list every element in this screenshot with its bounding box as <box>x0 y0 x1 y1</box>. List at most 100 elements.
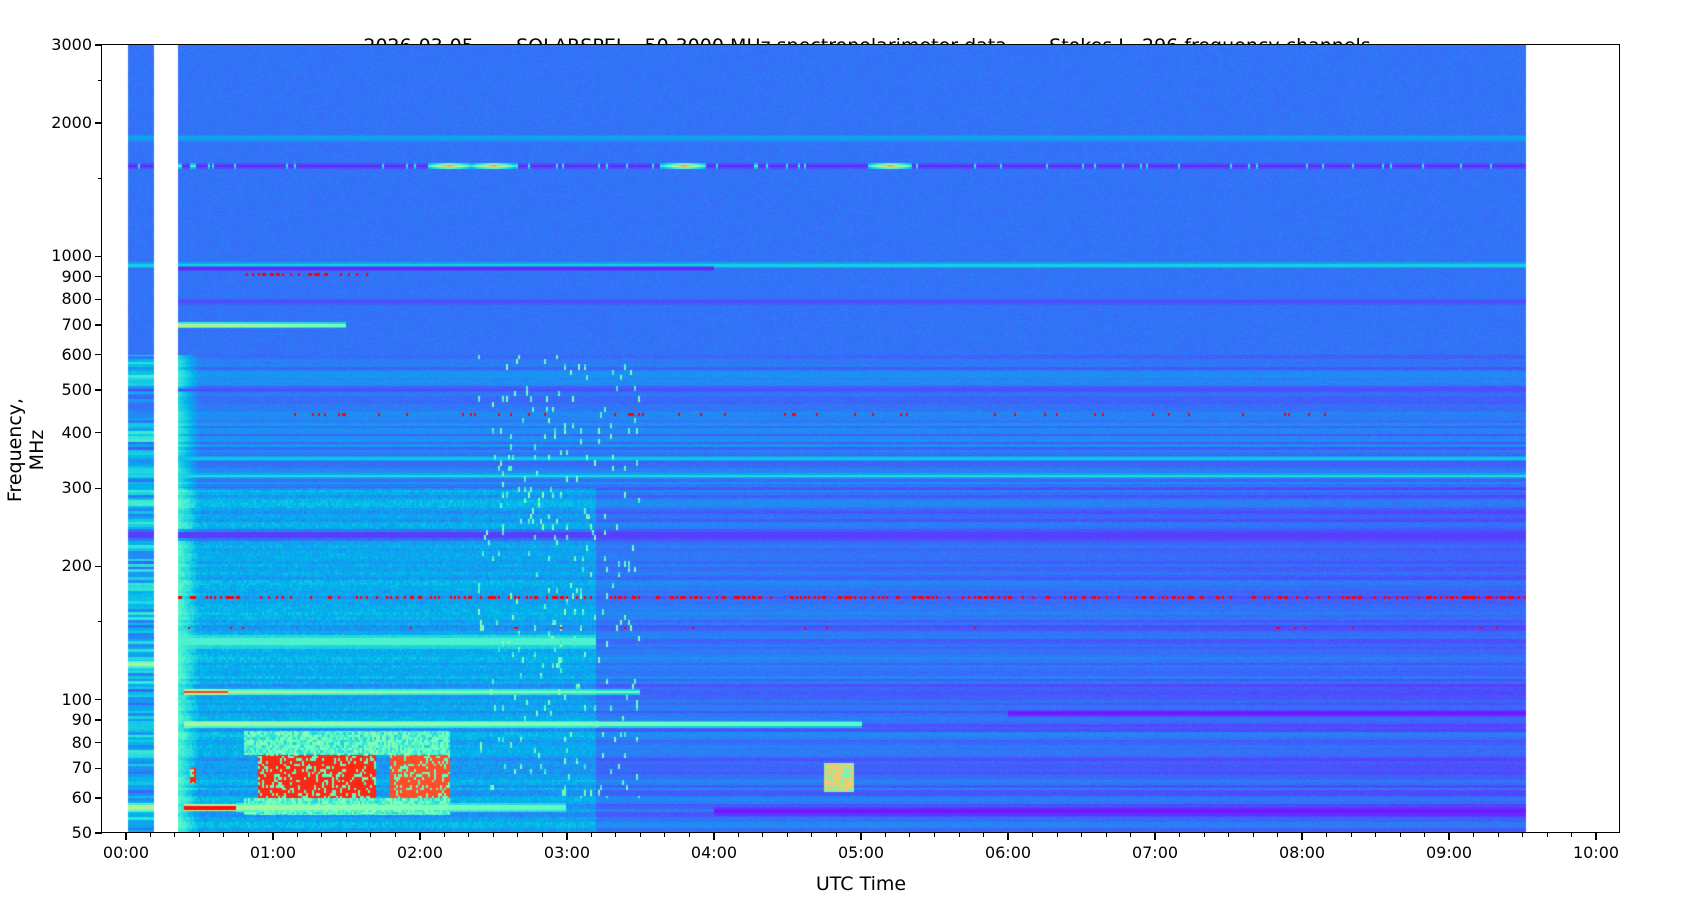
x-tick <box>419 833 421 840</box>
y-tick <box>95 719 102 721</box>
x-minor-tick <box>590 833 592 837</box>
y-tick <box>95 565 102 567</box>
y-tick <box>95 44 102 46</box>
x-minor-tick <box>174 833 176 837</box>
x-minor-tick <box>443 833 445 837</box>
y-tick <box>95 741 102 744</box>
x-tick-label: 05:00 <box>837 843 885 862</box>
x-minor-tick <box>737 833 739 837</box>
x-tick <box>860 833 862 840</box>
x-minor-tick <box>370 833 372 837</box>
y-tick-label: 3000 <box>51 35 92 54</box>
x-minor-tick <box>1522 833 1524 837</box>
y-tick-label: 400 <box>61 422 92 442</box>
y-tick-label: 200 <box>61 556 92 576</box>
y-tick <box>95 797 102 799</box>
y-minor-tick <box>98 79 102 81</box>
y-axis-label: Frequency, MHz <box>4 397 48 503</box>
x-minor-tick <box>1473 833 1475 837</box>
x-tick-label: 00:00 <box>102 843 149 862</box>
x-minor-tick <box>1056 833 1058 837</box>
x-minor-tick <box>394 833 396 837</box>
y-tick-label: 80 <box>71 732 92 752</box>
x-tick-label: 07:00 <box>1131 843 1179 862</box>
spectrogram-heatmap <box>102 45 1620 833</box>
x-minor-tick <box>1326 833 1328 837</box>
x-minor-tick <box>1350 833 1352 837</box>
x-minor-tick <box>149 833 151 837</box>
x-minor-tick <box>958 833 960 837</box>
y-tick <box>95 698 102 701</box>
x-minor-tick <box>1081 833 1082 837</box>
x-axis-label: UTC Time <box>815 873 907 895</box>
x-minor-tick <box>541 833 543 837</box>
x-tick-label: 09:00 <box>1425 843 1473 862</box>
x-tick-label: 01:00 <box>249 843 297 862</box>
x-tick-label: 08:00 <box>1278 843 1326 862</box>
x-minor-tick <box>1252 833 1254 837</box>
x-minor-tick <box>321 833 323 837</box>
y-minor-tick <box>98 177 102 179</box>
x-minor-tick <box>223 833 225 837</box>
y-tick-label: 900 <box>61 266 92 286</box>
x-minor-tick <box>688 833 690 837</box>
y-tick-label: 800 <box>61 289 92 309</box>
x-minor-tick <box>909 833 911 837</box>
x-minor-tick <box>933 833 935 837</box>
x-minor-tick <box>468 833 470 837</box>
x-tick-label: 10:00 <box>1572 843 1620 862</box>
x-tick <box>1301 833 1303 840</box>
x-tick-label: 03:00 <box>543 843 591 862</box>
x-minor-tick <box>296 833 298 837</box>
y-tick <box>95 255 102 258</box>
x-minor-tick <box>198 833 200 837</box>
y-minor-tick <box>98 621 102 623</box>
y-tick <box>95 354 102 356</box>
y-tick-label: 100 <box>61 689 92 709</box>
x-minor-tick <box>1105 833 1107 837</box>
x-minor-tick <box>1497 833 1499 837</box>
x-minor-tick <box>517 833 519 837</box>
x-minor-tick <box>1546 833 1548 837</box>
x-tick <box>1595 833 1597 840</box>
y-tick-label: 70 <box>71 758 92 778</box>
x-minor-tick <box>639 833 641 837</box>
y-tick <box>95 832 102 834</box>
y-tick <box>95 767 102 769</box>
x-minor-tick <box>247 833 249 837</box>
x-minor-tick <box>1375 833 1377 837</box>
x-minor-tick <box>1179 833 1180 837</box>
x-minor-tick <box>1228 833 1229 837</box>
y-tick-label: 300 <box>61 478 92 498</box>
y-tick-label: 700 <box>61 315 92 335</box>
y-tick-label: 90 <box>71 709 92 729</box>
x-minor-tick <box>1203 833 1205 837</box>
x-minor-tick <box>983 833 984 837</box>
x-minor-tick <box>762 833 764 837</box>
x-tick-label: 06:00 <box>984 843 1032 862</box>
x-minor-tick <box>492 833 494 837</box>
y-tick <box>95 298 102 301</box>
x-minor-tick <box>1571 833 1573 837</box>
y-tick-label: 60 <box>71 787 92 807</box>
y-tick-label: 2000 <box>51 113 92 133</box>
x-tick <box>272 833 274 840</box>
y-tick <box>95 487 102 489</box>
y-tick-label: 50 <box>71 823 92 842</box>
x-tick-label: 02:00 <box>396 843 444 862</box>
x-minor-tick <box>835 833 837 837</box>
x-minor-tick <box>615 833 617 837</box>
x-minor-tick <box>811 833 813 837</box>
x-minor-tick <box>1399 833 1401 837</box>
y-tick <box>95 324 102 326</box>
x-minor-tick <box>1424 833 1426 837</box>
y-tick-label: 600 <box>61 344 92 364</box>
y-tick-label: 500 <box>61 379 92 399</box>
y-tick <box>95 432 102 434</box>
y-tick-label: 1000 <box>51 246 92 266</box>
x-tick <box>1007 833 1009 840</box>
x-tick <box>566 833 568 840</box>
x-minor-tick <box>786 833 788 837</box>
x-tick-label: 04:00 <box>690 843 738 862</box>
x-minor-tick <box>1277 833 1279 837</box>
